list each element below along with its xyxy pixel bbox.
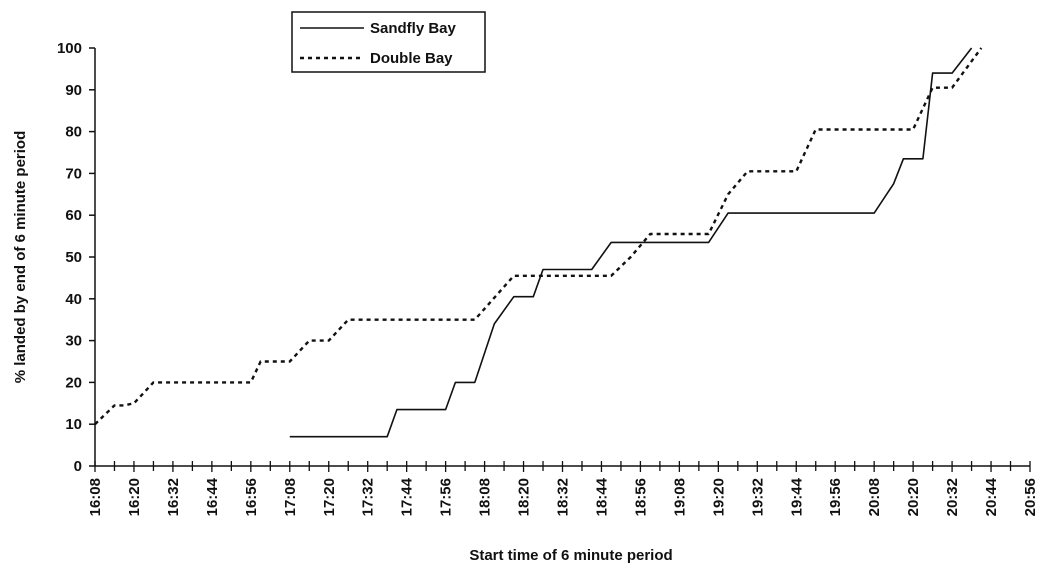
x-tick-label: 16:20 [126,478,143,516]
x-axis-title: Start time of 6 minute period [469,547,672,564]
series-line-sandfly-bay [289,47,973,438]
y-tick-label: 20 [65,374,82,391]
x-tick-label: 18:08 [477,478,494,516]
y-tick-label: 0 [74,458,82,475]
y-tick-label: 60 [65,207,82,224]
y-axis: 0 10 20 30 40 50 60 70 80 90 100 [57,40,96,475]
series-layer [94,47,983,438]
y-tick-label: 40 [65,291,82,308]
y-tick-label: 90 [65,82,82,99]
legend-box [291,11,486,73]
legend-label-double-bay: Double Bay [370,50,453,67]
legend: Sandfly Bay Double Bay [291,11,486,73]
x-tick-label: 18:56 [632,478,649,516]
x-tick-label: 16:32 [165,478,182,516]
x-tick-label: 17:56 [438,478,455,516]
y-tick-label: 10 [65,416,82,433]
x-tick-label: 17:20 [321,478,338,516]
x-tick-label: 20:56 [1022,478,1039,516]
x-tick-label: 18:20 [516,478,533,516]
series-line-double-bay [94,47,983,426]
y-tick-label: 70 [65,165,82,182]
x-tick-label: 19:08 [671,478,688,516]
x-tick-label: 20:44 [983,477,1000,516]
y-tick-label: 50 [65,249,82,266]
y-tick-label: 100 [57,40,82,57]
y-axis-title: % landed by end of 6 minute period [12,131,29,384]
x-tick-label: 17:08 [282,478,299,516]
x-tick-label: 19:20 [710,478,727,516]
x-tick-label: 18:32 [555,478,572,516]
x-tick-label: 19:44 [788,477,805,516]
x-axis: 16:08 16:20 16:32 16:44 16:56 17:08 17:20 17:32… [87,461,1039,516]
x-tick-label: 20:20 [905,478,922,516]
x-tick-label: 19:32 [749,478,766,516]
y-tick-label: 30 [65,333,82,350]
x-tick-label: 17:32 [360,478,377,516]
x-tick-label: 20:08 [866,478,883,516]
legend-label-sandfly-bay: Sandfly Bay [370,20,457,37]
x-tick-label: 19:56 [827,478,844,516]
x-tick-label: 16:44 [204,477,221,516]
x-tick-label: 16:08 [87,478,104,516]
x-tick-label: 16:56 [243,478,260,516]
x-tick-label: 18:44 [593,477,610,516]
x-tick-label: 20:32 [944,478,961,516]
x-tick-label: 17:44 [399,477,416,516]
y-tick-label: 80 [65,124,82,141]
